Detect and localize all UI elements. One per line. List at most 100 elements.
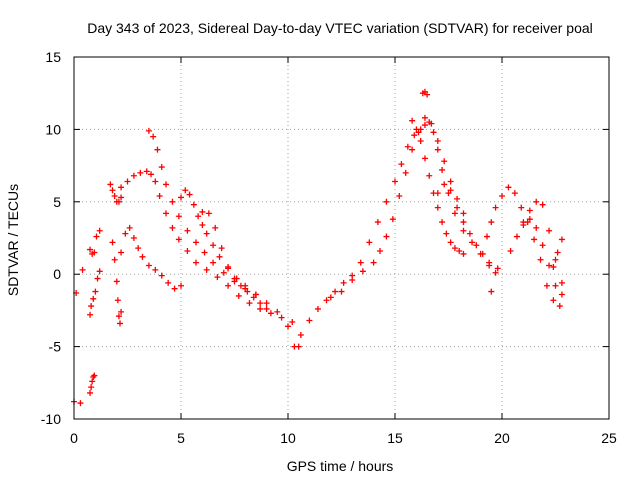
data-point [88, 303, 95, 310]
data-point [377, 248, 384, 255]
data-point [494, 265, 501, 272]
data-point [552, 256, 559, 263]
data-point [417, 137, 424, 144]
data-point [554, 249, 561, 256]
data-point [539, 201, 546, 208]
data-point [88, 384, 95, 391]
data-point [87, 311, 94, 318]
data-point [370, 259, 377, 266]
data-point [558, 236, 565, 243]
data-point [201, 249, 208, 256]
series-arc-15 [327, 114, 467, 301]
data-point [439, 219, 446, 226]
data-point [539, 242, 546, 249]
series-arc-22 [550, 236, 565, 270]
series-arc-1 [71, 398, 84, 407]
data-point [357, 259, 364, 266]
data-point [454, 195, 461, 202]
series-arc-13 [199, 208, 270, 312]
y-tick-label: -5 [49, 339, 62, 355]
series-arc-17 [419, 88, 431, 98]
y-tick-labels: -10 -5 0 5 10 15 [41, 49, 61, 427]
data-point [492, 204, 499, 211]
data-point [90, 295, 97, 302]
data-point [526, 216, 533, 223]
data-point [558, 291, 565, 298]
data-point [556, 303, 563, 310]
data-point [441, 181, 448, 188]
data-point [499, 193, 505, 200]
data-point [250, 294, 257, 301]
data-point [306, 317, 313, 324]
data-point [111, 256, 118, 263]
series-arc-20 [507, 198, 565, 286]
data-point [93, 233, 100, 240]
data-point [434, 204, 441, 211]
data-point [92, 288, 99, 295]
series-arc-8 [107, 181, 125, 205]
data-point [216, 253, 223, 260]
data-point [158, 272, 165, 279]
data-point [109, 239, 116, 246]
data-point [488, 219, 495, 226]
data-point [130, 172, 137, 179]
data-point [117, 320, 124, 327]
data-point [130, 235, 137, 241]
x-tick-label: 15 [387, 430, 403, 446]
data-point [486, 262, 493, 269]
data-point [447, 239, 454, 246]
series-arc-9 [118, 168, 296, 325]
data-point [152, 178, 159, 185]
data-point [90, 374, 97, 381]
data-point [244, 288, 251, 295]
data-point [145, 262, 152, 269]
data-point [473, 242, 480, 249]
data-point [137, 169, 144, 176]
data-point [109, 187, 116, 194]
axis-ticks [73, 56, 610, 420]
data-point [492, 269, 499, 276]
data-point [323, 297, 330, 304]
data-point [87, 389, 94, 396]
data-point [443, 230, 450, 237]
data-point [158, 164, 165, 171]
data-point [126, 224, 133, 231]
data-point [246, 300, 253, 307]
data-point [398, 161, 405, 168]
data-point [263, 305, 270, 312]
data-point [145, 127, 152, 134]
data-point [511, 190, 518, 197]
data-point [114, 297, 121, 304]
data-point [383, 198, 390, 205]
data-point [338, 288, 345, 295]
data-point [169, 198, 176, 205]
data-point [257, 305, 264, 312]
data-point [182, 187, 189, 194]
data-point [421, 114, 428, 121]
data-point [91, 372, 98, 379]
data-point [257, 300, 264, 307]
data-point [484, 233, 491, 240]
data-point [148, 171, 155, 178]
data-point [122, 230, 129, 237]
data-point [285, 323, 291, 330]
series-arc-4 [87, 268, 103, 318]
data-point [396, 193, 403, 200]
series-arc-3 [87, 372, 98, 396]
data-point [178, 282, 184, 289]
x-tick-label: 25 [601, 430, 617, 446]
series-arc-16 [409, 117, 467, 257]
data-point [79, 266, 86, 273]
data-point [332, 288, 339, 295]
data-point [411, 132, 418, 139]
data-point [274, 308, 281, 315]
data-point [349, 276, 356, 283]
data-point [113, 278, 120, 285]
data-point [291, 343, 298, 350]
data-point [297, 332, 304, 339]
data-point [87, 246, 94, 253]
data-point [192, 259, 199, 266]
series-arc-11 [118, 224, 184, 292]
data-point [389, 216, 396, 223]
data-point [550, 263, 557, 270]
